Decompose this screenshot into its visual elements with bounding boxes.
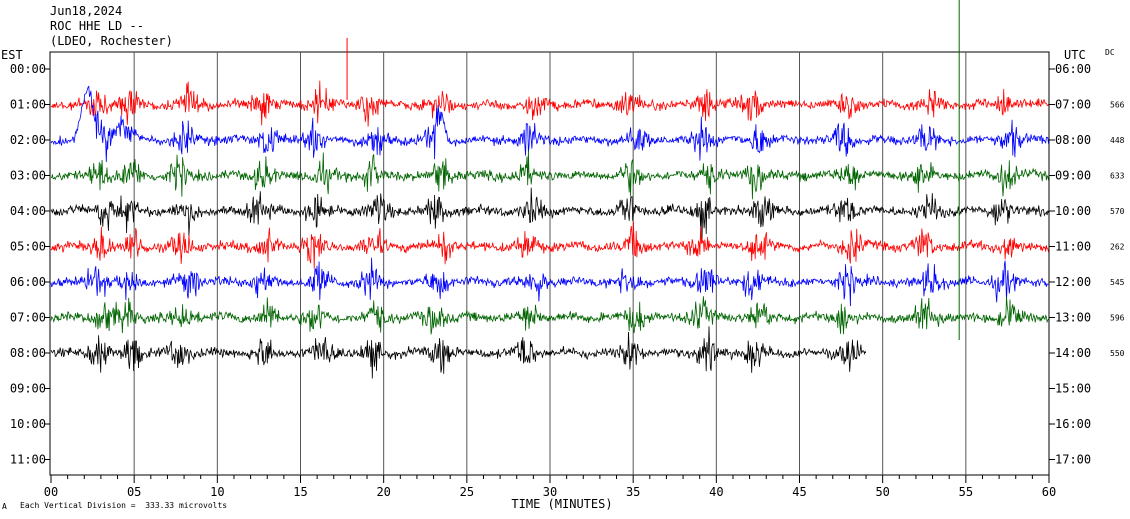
dc-value: 550 [1110,349,1125,358]
row-label-est: 01:00 [10,98,46,112]
station-network: (LDEO, Rochester) [50,34,173,48]
row-label-utc: 12:00 [1055,275,1091,289]
row-label-utc: 08:00 [1055,133,1091,147]
row-label-est: 09:00 [10,382,46,396]
station-code: ROC HHE LD -- [50,19,144,33]
x-axis-title: TIME (MINUTES) [511,497,612,511]
row-label-utc: 16:00 [1055,417,1091,431]
traces [50,0,1049,379]
row-label-utc: 09:00 [1055,169,1091,183]
dc-value: 596 [1110,314,1125,323]
x-tick-label: 60 [1042,485,1056,499]
seismic-trace-red [50,221,1049,269]
x-tick-label: 10 [210,485,224,499]
dc-value: 566 [1110,101,1125,110]
row-label-utc: 13:00 [1055,311,1091,325]
dc-value: 448 [1110,136,1125,145]
x-tick-label: 25 [460,485,474,499]
dc-value: 570 [1110,207,1125,216]
x-tick-label: 30 [543,485,557,499]
row-label-utc: 17:00 [1055,453,1091,467]
row-label-est: 03:00 [10,169,46,183]
x-tick-label: 35 [626,485,640,499]
row-label-est: 10:00 [10,417,46,431]
row-label-utc: 06:00 [1055,62,1091,76]
x-tick-label: 15 [293,485,307,499]
row-label-est: 07:00 [10,311,46,325]
seismic-trace-black [50,187,1049,240]
x-tick-label: 45 [792,485,806,499]
row-label-est: 08:00 [10,346,46,360]
left-timezone-label: EST [1,48,23,62]
right-timezone-label: UTC [1064,48,1086,62]
row-label-est: 04:00 [10,204,46,218]
x-tick-label: 05 [127,485,141,499]
x-tick-label: 55 [959,485,973,499]
axis-labels: 00:00 01:00 02:00 03:00 04:00 05:00 06:00 07:00… [10,62,1125,499]
seismic-trace-blue [50,257,1049,307]
row-label-est: 11:00 [10,453,46,467]
row-label-utc: 10:00 [1055,204,1091,218]
row-label-est: 02:00 [10,133,46,147]
seismic-trace-blue [50,85,1049,163]
dc-value: 262 [1110,243,1125,252]
row-label-est: 00:00 [10,62,46,76]
row-label-est: 06:00 [10,275,46,289]
scale-note: Each Vertical Division = 333.33 microvol… [20,501,228,510]
seismic-trace-red [50,80,1049,127]
x-tick-label: 40 [709,485,723,499]
seismic-trace-black [50,326,867,379]
seismic-trace-green [50,296,1049,335]
x-tick-label: 00 [44,485,58,499]
dc-label: DC [1105,48,1115,57]
corner-mark: A [2,502,7,511]
seismic-trace-green [51,150,1049,200]
station-date: Jun18,2024 [50,4,123,18]
row-label-est: 05:00 [10,240,46,254]
row-label-utc: 11:00 [1055,240,1091,254]
row-label-utc: 14:00 [1055,346,1091,360]
x-tick-label: 20 [376,485,390,499]
x-tick-label: 50 [875,485,889,499]
grid-lines [44,52,1055,483]
row-label-utc: 07:00 [1055,98,1091,112]
dc-value: 633 [1110,172,1125,181]
dc-value: 545 [1110,278,1125,287]
row-label-utc: 15:00 [1055,382,1091,396]
